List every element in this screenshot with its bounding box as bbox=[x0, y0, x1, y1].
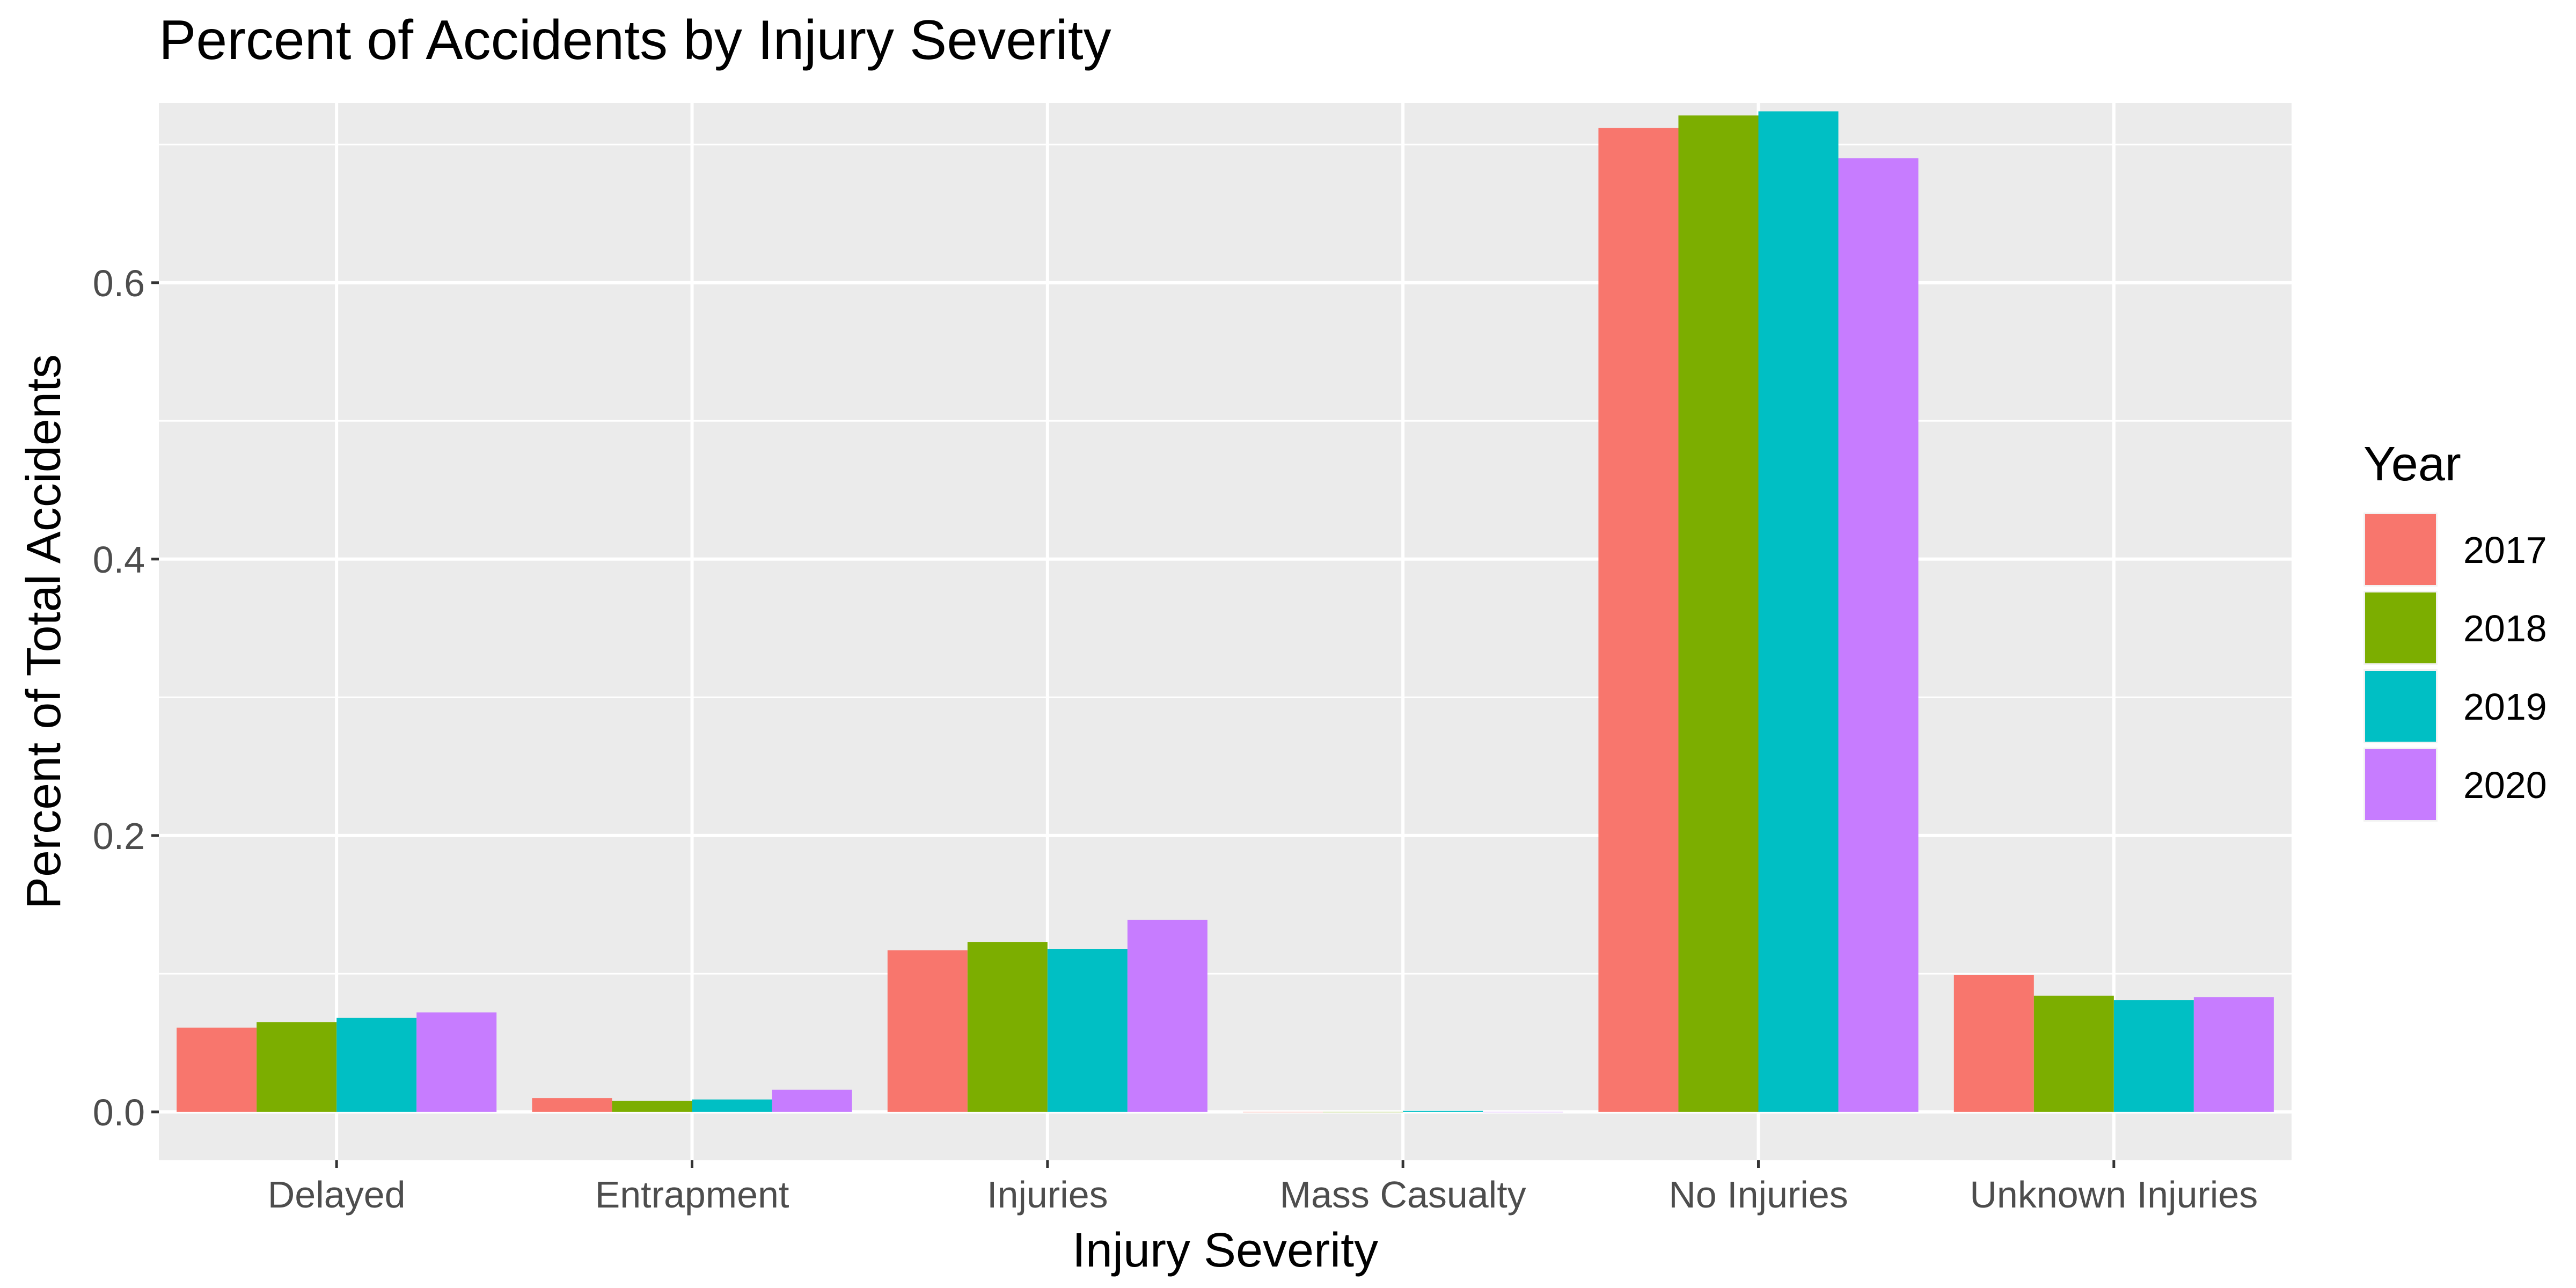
legend-key bbox=[2365, 592, 2436, 663]
x-tick-label: Injuries bbox=[987, 1174, 1108, 1216]
minor-gridlines bbox=[159, 143, 2292, 975]
bar bbox=[257, 1022, 337, 1112]
bars bbox=[177, 111, 2274, 1113]
bar bbox=[772, 1089, 852, 1112]
x-tick-label: Mass Casualty bbox=[1280, 1174, 1526, 1216]
legend: Year 2017 2018 2019 2020 bbox=[2363, 437, 2547, 822]
bar bbox=[1127, 919, 1208, 1112]
x-axis-title: Injury Severity bbox=[1072, 1224, 1378, 1277]
bar bbox=[692, 1099, 772, 1112]
bar bbox=[532, 1098, 612, 1112]
legend-key bbox=[2365, 671, 2436, 742]
y-axis: 0.0 0.2 0.4 0.6 bbox=[93, 262, 159, 1133]
y-tick-label: 0.4 bbox=[93, 539, 145, 581]
bar bbox=[2193, 997, 2274, 1112]
bar bbox=[1598, 128, 1679, 1112]
bar bbox=[336, 1018, 417, 1112]
bar bbox=[1403, 1110, 1483, 1112]
chart-title: Percent of Accidents by Injury Severity bbox=[159, 9, 1111, 71]
y-tick-label: 0.2 bbox=[93, 815, 145, 857]
legend-label: 2019 bbox=[2463, 686, 2547, 728]
y-tick-label: 0.6 bbox=[93, 262, 145, 304]
x-axis: Delayed Entrapment Injuries Mass Casualty No… bbox=[268, 1160, 2258, 1216]
bar bbox=[1758, 111, 1839, 1112]
x-tick-label: Delayed bbox=[268, 1174, 406, 1216]
bar bbox=[416, 1012, 497, 1112]
x-tick-label: Unknown Injuries bbox=[1970, 1174, 2258, 1216]
bar bbox=[967, 942, 1048, 1112]
legend-key bbox=[2365, 514, 2436, 585]
bar bbox=[2113, 1000, 2194, 1112]
bar bbox=[612, 1101, 692, 1112]
bar bbox=[1323, 1111, 1403, 1113]
bar bbox=[1047, 949, 1128, 1112]
bar bbox=[1838, 158, 1919, 1112]
bar bbox=[177, 1027, 257, 1112]
legend-label: 2018 bbox=[2463, 608, 2547, 649]
x-tick-label: No Injuries bbox=[1668, 1174, 1848, 1216]
bar bbox=[1483, 1111, 1563, 1113]
bar bbox=[1243, 1111, 1323, 1113]
legend-key bbox=[2365, 749, 2436, 820]
plot-panel bbox=[159, 103, 2292, 1160]
legend-label: 2017 bbox=[2463, 529, 2547, 571]
x-tick-label: Entrapment bbox=[595, 1174, 789, 1216]
y-axis-title: Percent of Total Accidents bbox=[17, 354, 71, 909]
bar bbox=[1678, 115, 1759, 1112]
legend-title: Year bbox=[2363, 437, 2461, 491]
bar bbox=[887, 950, 968, 1112]
y-tick-label: 0.0 bbox=[93, 1092, 145, 1133]
bar bbox=[1953, 975, 2034, 1112]
legend-label: 2020 bbox=[2463, 764, 2547, 806]
bar bbox=[2033, 996, 2114, 1112]
